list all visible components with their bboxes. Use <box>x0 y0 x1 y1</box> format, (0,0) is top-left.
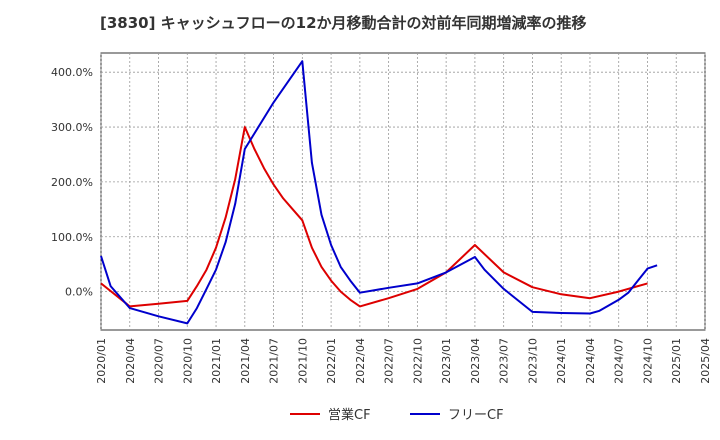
x-tick-label: 2023/04 <box>469 338 482 384</box>
grid-layer <box>100 53 706 330</box>
x-tick-label: 2023/10 <box>526 338 539 384</box>
x-tick-label: 2020/10 <box>181 338 194 384</box>
x-tick-label: 2024/07 <box>613 338 626 384</box>
x-tick-label: 2021/07 <box>268 338 281 384</box>
x-tick-label: 2021/04 <box>239 338 252 384</box>
series-line-1 <box>100 126 648 308</box>
legend: 営業CF フリーCF <box>290 407 504 423</box>
legend-label-1: 営業CF <box>328 407 371 423</box>
y-tick-label: 100.0% <box>51 231 93 244</box>
y-tick-label: 0.0% <box>65 286 93 299</box>
y-tick-label: 200.0% <box>51 176 93 189</box>
x-tick-label: 2024/10 <box>641 338 654 384</box>
x-tick-label: 2022/10 <box>411 338 424 384</box>
y-tick-label: 300.0% <box>51 121 93 134</box>
x-tick-label: 2021/01 <box>210 338 223 384</box>
x-tick-label: 2022/01 <box>325 338 338 384</box>
x-tick-label: 2025/01 <box>670 338 683 384</box>
legend-label-2: フリーCF <box>448 408 504 423</box>
x-tick-label: 2021/10 <box>296 338 309 384</box>
x-tick-label: 2023/01 <box>440 338 453 384</box>
x-tick-label: 2023/07 <box>498 338 511 384</box>
y-axis-ticks: 0.0% 100.0% 200.0% 300.0% 400.0% <box>51 66 93 298</box>
x-axis-ticks: 2020/01 2020/04 2020/07 2020/10 2021/01 2021/… <box>95 338 712 384</box>
x-tick-label: 2025/04 <box>699 338 712 384</box>
plot-area <box>100 52 706 331</box>
x-tick-label: 2024/04 <box>584 338 597 384</box>
series-line-2 <box>100 60 658 325</box>
series-layer <box>100 60 658 325</box>
x-tick-label: 2022/07 <box>383 338 396 384</box>
y-tick-label: 400.0% <box>51 66 93 79</box>
x-tick-label: 2020/04 <box>124 338 137 384</box>
x-tick-label: 2020/01 <box>95 338 108 384</box>
x-tick-label: 2020/07 <box>153 338 166 384</box>
x-tick-label: 2022/04 <box>354 338 367 384</box>
x-tick-label: 2024/01 <box>555 338 568 384</box>
chart-title: [3830] キャッシュフローの12か月移動合計の対前年同期増減率の推移 <box>100 14 587 32</box>
